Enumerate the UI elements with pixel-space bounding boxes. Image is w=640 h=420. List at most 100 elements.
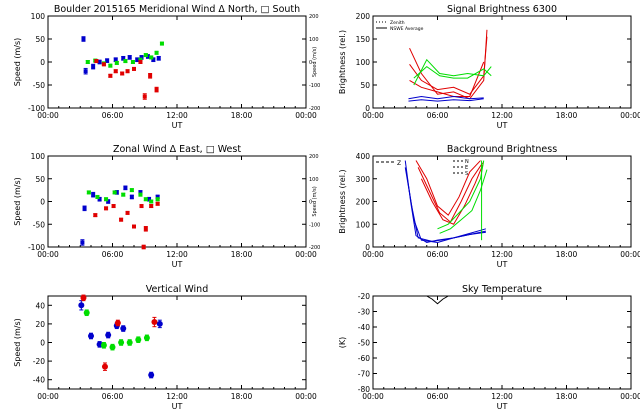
y-axis-label: Speed (m/s) bbox=[13, 38, 22, 87]
green-point bbox=[138, 57, 143, 62]
red-point bbox=[138, 60, 143, 64]
blue-point bbox=[81, 37, 86, 41]
x-tick-label: 00:00 bbox=[620, 250, 640, 259]
green-point bbox=[143, 334, 150, 341]
x-axis-label: UT bbox=[172, 260, 183, 269]
x-tick-label: 18:00 bbox=[556, 111, 578, 120]
blue-point bbox=[145, 54, 150, 59]
blue-point bbox=[139, 55, 144, 60]
red-point bbox=[132, 66, 136, 71]
red-point bbox=[125, 69, 130, 74]
red-point bbox=[149, 204, 154, 209]
sky-panel: Sky Temperature-20-30-40-50-60-70-8000:0… bbox=[338, 284, 640, 411]
red-point bbox=[108, 73, 113, 78]
y-tick-label: 100 bbox=[356, 58, 371, 67]
blue-point bbox=[156, 320, 163, 327]
red-point bbox=[155, 201, 160, 206]
y-tick-label: -20 bbox=[358, 292, 370, 301]
x-tick-label: 00:00 bbox=[362, 250, 384, 259]
x-tick-label: 18:00 bbox=[231, 250, 253, 259]
red-3-line bbox=[409, 61, 485, 97]
chart-title: Signal Brightness 6300 bbox=[447, 4, 557, 15]
x-tick-label: 00:00 bbox=[37, 111, 59, 120]
legend-label: NSWE Average bbox=[390, 26, 424, 32]
chart-title: Boulder 2015165 Meridional Wind Δ North,… bbox=[54, 4, 300, 15]
blue-point bbox=[151, 57, 156, 62]
green-point bbox=[95, 194, 100, 199]
right-axis-label: Speed (m/s) bbox=[312, 47, 318, 77]
green-point bbox=[100, 342, 107, 349]
blue-point bbox=[97, 60, 102, 64]
red-point bbox=[94, 59, 99, 64]
red-point bbox=[151, 319, 158, 326]
y-axis-label: Brightness (rel.) bbox=[338, 169, 347, 233]
blue-point bbox=[83, 69, 88, 74]
x-axis-label: UT bbox=[497, 402, 508, 411]
green-point bbox=[129, 188, 134, 193]
blue-point bbox=[82, 206, 87, 211]
y-tick-label: 0 bbox=[365, 243, 370, 252]
y-tick-label: -80 bbox=[358, 385, 370, 394]
green-point bbox=[86, 190, 91, 195]
y-tick-label: 50 bbox=[35, 35, 45, 44]
blue-point bbox=[80, 240, 85, 245]
y-tick-label: -100 bbox=[28, 243, 45, 252]
red-point bbox=[125, 210, 130, 215]
blue-point bbox=[78, 302, 85, 309]
x-tick-label: 06:00 bbox=[102, 392, 124, 401]
x-tick-label: 12:00 bbox=[491, 250, 513, 259]
y-tick-label: 0 bbox=[40, 339, 45, 348]
x-tick-label: 12:00 bbox=[166, 111, 188, 120]
y-tick-label: -40 bbox=[33, 376, 45, 385]
x-axis-label: UT bbox=[172, 121, 183, 130]
y-axis-label: Speed (m/s) bbox=[13, 177, 22, 226]
blue-point bbox=[106, 199, 111, 204]
y-tick-label: 200 bbox=[356, 198, 371, 207]
chart-title: Zonal Wind Δ East, □ West bbox=[113, 144, 241, 155]
red-point bbox=[142, 94, 147, 99]
blue-point bbox=[113, 57, 118, 62]
green-point bbox=[85, 60, 90, 64]
y-tick-label: 50 bbox=[35, 175, 45, 184]
red-point bbox=[111, 204, 116, 209]
green-point bbox=[123, 59, 128, 64]
x-tick-label: 06:00 bbox=[427, 250, 449, 259]
x-tick-label: 00:00 bbox=[362, 392, 384, 401]
x-tick-label: 00:00 bbox=[295, 250, 317, 259]
red-point bbox=[80, 294, 87, 301]
blue-point bbox=[105, 332, 112, 339]
green-point bbox=[109, 344, 116, 351]
y-tick-label: 100 bbox=[356, 220, 371, 229]
green-point bbox=[126, 339, 133, 346]
green-point bbox=[138, 192, 143, 197]
red-point bbox=[120, 71, 125, 76]
chart-title: Sky Temperature bbox=[462, 284, 542, 295]
blue-point bbox=[97, 197, 102, 202]
plot-frame bbox=[372, 155, 632, 248]
red-point bbox=[139, 204, 144, 209]
y-tick-label: 100 bbox=[31, 152, 46, 161]
red-point bbox=[154, 87, 159, 92]
blue-point bbox=[127, 55, 132, 60]
blue-point bbox=[147, 197, 152, 202]
y-axis-label: Speed (m/s) bbox=[13, 318, 22, 367]
green-point bbox=[159, 41, 164, 46]
x-tick-label: 00:00 bbox=[37, 250, 59, 259]
red-point bbox=[132, 224, 136, 229]
blue-point bbox=[155, 194, 160, 199]
blue-point bbox=[91, 64, 96, 69]
y-tick-label: -50 bbox=[33, 81, 45, 90]
sky-line bbox=[426, 295, 449, 305]
red-1-line bbox=[409, 29, 488, 100]
x-tick-label: 00:00 bbox=[620, 111, 640, 120]
green-point bbox=[118, 339, 125, 346]
y-tick-label: 300 bbox=[356, 175, 371, 184]
red-point bbox=[101, 62, 106, 67]
blue-point bbox=[105, 58, 110, 63]
red-1-line bbox=[415, 160, 481, 216]
chart-title: Vertical Wind bbox=[146, 284, 208, 295]
y-tick-label: -30 bbox=[358, 308, 370, 317]
